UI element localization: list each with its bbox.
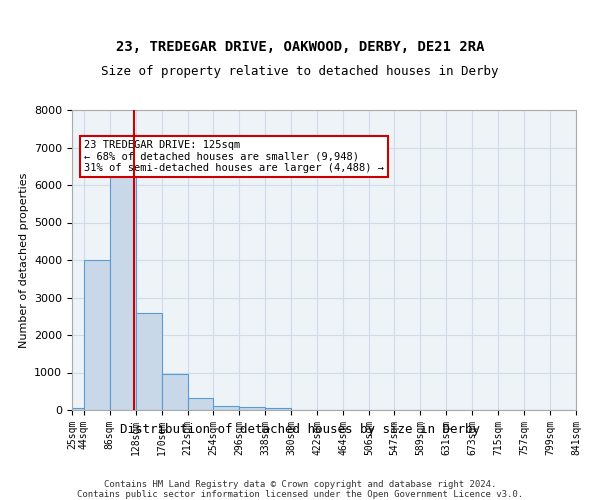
Text: Size of property relative to detached houses in Derby: Size of property relative to detached ho… [101,65,499,78]
Text: 23 TREDEGAR DRIVE: 125sqm
← 68% of detached houses are smaller (9,948)
31% of se: 23 TREDEGAR DRIVE: 125sqm ← 68% of detac… [84,140,384,173]
Text: Contains HM Land Registry data © Crown copyright and database right 2024.
Contai: Contains HM Land Registry data © Crown c… [77,480,523,500]
Text: 23, TREDEGAR DRIVE, OAKWOOD, DERBY, DE21 2RA: 23, TREDEGAR DRIVE, OAKWOOD, DERBY, DE21… [116,40,484,54]
Bar [239,407,265,410]
Bar [214,406,239,410]
Bar [72,408,84,410]
Bar [265,408,291,410]
Bar [161,374,187,410]
Y-axis label: Number of detached properties: Number of detached properties [19,172,29,348]
Bar [136,312,161,410]
Bar [187,398,214,410]
Bar [84,260,110,410]
Bar [110,162,136,410]
Text: Distribution of detached houses by size in Derby: Distribution of detached houses by size … [120,422,480,436]
